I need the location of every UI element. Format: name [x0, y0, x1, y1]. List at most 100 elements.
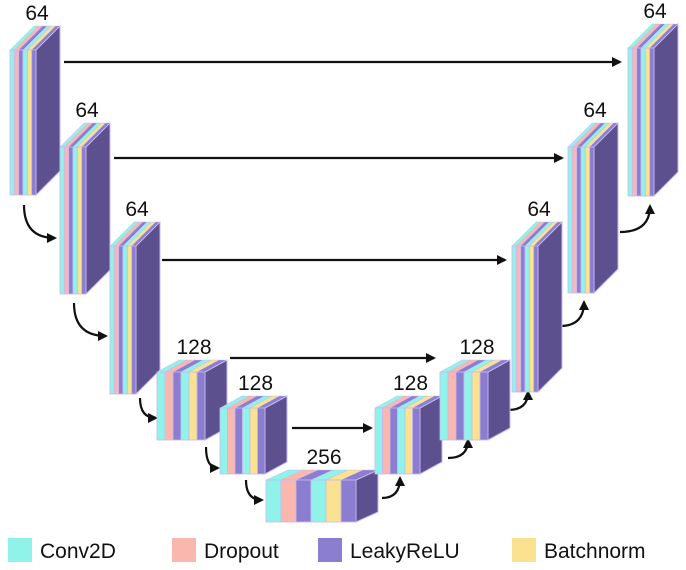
layer-conv2d [310, 479, 327, 523]
layer-leakyrelu [520, 245, 526, 393]
block-4: 128 [156, 336, 228, 441]
block-9: 64 [511, 198, 563, 394]
layer-conv2d [463, 371, 473, 441]
block-filter-label: 128 [176, 336, 211, 359]
block-7: 128 [374, 372, 443, 475]
block-filter-label: 64 [75, 99, 99, 122]
layer-leakyrelu [295, 479, 312, 523]
layer-conv2d [22, 49, 28, 196]
block-filter-label: 64 [125, 198, 149, 221]
downsample-arrow [72, 302, 108, 341]
downsample-arrow [138, 397, 158, 423]
layer-conv2d [9, 49, 15, 196]
legend-item-leakyrelu: LeakyReLU [318, 538, 460, 563]
legend-swatch [318, 538, 342, 562]
layer-batchnorm [644, 47, 651, 197]
block-side-face [85, 121, 111, 296]
block-10: 64 [567, 99, 619, 295]
layer-leakyrelu [455, 371, 465, 441]
layer-conv2d [397, 407, 406, 475]
layer-leakyrelu [81, 146, 87, 295]
layer-batchnorm [584, 146, 591, 294]
legend-swatch [512, 538, 536, 562]
block-side-face [264, 395, 288, 475]
layer-leakyrelu [649, 47, 655, 197]
layer-conv2d [511, 245, 517, 393]
layer-dropout [227, 407, 236, 475]
layer-conv2d [439, 371, 449, 441]
layer-dropout [280, 479, 297, 523]
layer-conv2d [580, 146, 586, 294]
legend-label: Conv2D [40, 540, 116, 563]
layer-dropout [382, 407, 391, 475]
layer-batchnorm [26, 49, 33, 196]
block-1: 64 [9, 2, 61, 197]
block-2: 64 [59, 99, 111, 296]
legend-item-conv2d: Conv2D [8, 538, 116, 563]
layer-batchnorm [325, 479, 342, 523]
block-side-face [653, 22, 679, 198]
block-filter-label: 256 [306, 446, 341, 469]
arrows [22, 57, 655, 505]
upsample-arrow [381, 476, 405, 500]
layer-leakyrelu [533, 245, 539, 393]
layer-leakyrelu [576, 146, 582, 294]
layer-leakyrelu [636, 47, 642, 197]
block-filter-label: 128 [238, 372, 273, 395]
downsample-arrow [244, 479, 264, 505]
downsample-arrow [204, 446, 220, 473]
layer-leakyrelu [18, 49, 24, 196]
block-3: 64 [109, 198, 161, 396]
layer-conv2d [72, 146, 78, 295]
layer-leakyrelu [118, 245, 124, 395]
layer-conv2d [156, 371, 166, 441]
block-side-face [593, 121, 619, 295]
layer-dropout [13, 49, 20, 196]
legend-label: Dropout [204, 540, 279, 563]
layer-dropout [113, 245, 120, 395]
block-side-face [537, 220, 563, 394]
legend-label: LeakyReLU [350, 540, 460, 563]
block-side-face [487, 359, 511, 441]
block-filter-label: 64 [643, 0, 667, 23]
layer-leakyrelu [172, 371, 182, 441]
layer-dropout [164, 371, 174, 441]
layer-batchnorm [528, 245, 535, 393]
block-filter-label: 64 [527, 198, 551, 221]
upsample-arrow [447, 438, 473, 460]
block-side-face [35, 24, 61, 197]
legend-item-batchnorm: Batchnorm [512, 538, 646, 563]
layer-leakyrelu [412, 407, 421, 475]
block-side-face [135, 220, 161, 396]
layer-leakyrelu [131, 245, 137, 395]
upsample-arrow [559, 300, 589, 328]
legend-swatch [172, 538, 196, 562]
layer-conv2d [524, 245, 530, 393]
layer-conv2d [265, 479, 282, 523]
layer-batchnorm [471, 371, 481, 441]
upsample-arrow [507, 390, 533, 412]
layer-leakyrelu [196, 371, 206, 441]
block-filter-label: 64 [25, 2, 49, 25]
block-6: 256 [265, 446, 379, 523]
layer-batchnorm [249, 407, 258, 475]
block-5: 128 [219, 372, 288, 475]
block-filter-label: 64 [583, 99, 607, 122]
block-8: 128 [439, 336, 511, 441]
layer-leakyrelu [234, 407, 243, 475]
downsample-arrow [22, 204, 57, 243]
layer-leakyrelu [68, 146, 74, 295]
layer-leakyrelu [340, 479, 357, 523]
layer-batchnorm [126, 245, 133, 395]
layer-leakyrelu [389, 407, 398, 475]
blocks: 64 64 64 128 128 256 128 128 64 64 64 [9, 0, 679, 523]
layer-leakyrelu [589, 146, 595, 294]
layer-conv2d [219, 407, 228, 475]
layer-conv2d [640, 47, 646, 197]
legend-item-dropout: Dropout [172, 538, 279, 563]
layer-leakyrelu [257, 407, 266, 475]
block-side-face [419, 395, 443, 475]
block-filter-label: 128 [393, 372, 428, 395]
layer-dropout [447, 371, 457, 441]
upsample-arrow [619, 204, 655, 234]
